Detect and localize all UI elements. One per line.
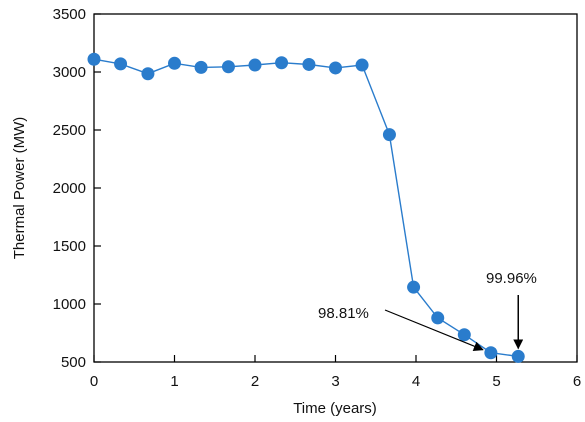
data-point: [141, 67, 155, 81]
y-tick-label: 1500: [53, 238, 86, 255]
x-tick-label: 5: [492, 373, 500, 390]
annotations: 98.81% 99.96%: [318, 270, 537, 351]
y-tick-label: 3500: [53, 6, 86, 23]
annotation-arrow: [384, 309, 484, 351]
y-axis-title: Thermal Power (MW): [11, 117, 28, 260]
x-axis: 0 1 2 3 4 5 6: [90, 355, 581, 390]
data-point: [221, 60, 235, 74]
x-tick-label: 0: [90, 373, 98, 390]
x-tick-label: 6: [573, 373, 581, 390]
data-point: [382, 128, 396, 142]
y-tick-label: 2000: [53, 180, 86, 197]
data-point: [457, 328, 471, 342]
data-point: [484, 346, 498, 360]
y-tick-label: 2500: [53, 122, 86, 139]
x-tick-label: 4: [412, 373, 420, 390]
x-tick-label: 1: [170, 373, 178, 390]
y-tick-label: 500: [61, 354, 86, 371]
data-point: [407, 280, 421, 294]
annotation-label: 98.81%: [318, 305, 369, 322]
data-point: [275, 56, 289, 70]
y-tick-label: 3000: [53, 64, 86, 81]
data-point: [248, 58, 262, 72]
data-points: [87, 52, 525, 363]
data-point: [87, 52, 101, 66]
y-axis: 500 1000 1500 2000 2500 3000 3500: [53, 6, 101, 371]
x-tick-label: 3: [331, 373, 339, 390]
data-point: [355, 58, 369, 72]
x-tick-label: 2: [251, 373, 259, 390]
data-point: [431, 311, 445, 325]
y-tick-label: 1000: [53, 296, 86, 313]
data-point: [329, 61, 342, 75]
data-point: [114, 57, 128, 71]
data-point: [168, 56, 181, 70]
data-point: [511, 349, 525, 363]
data-point: [302, 57, 316, 71]
data-point: [194, 60, 208, 74]
x-axis-title: Time (years): [293, 400, 377, 417]
annotation-label: 99.96%: [486, 270, 537, 287]
series-line: [93, 58, 519, 358]
